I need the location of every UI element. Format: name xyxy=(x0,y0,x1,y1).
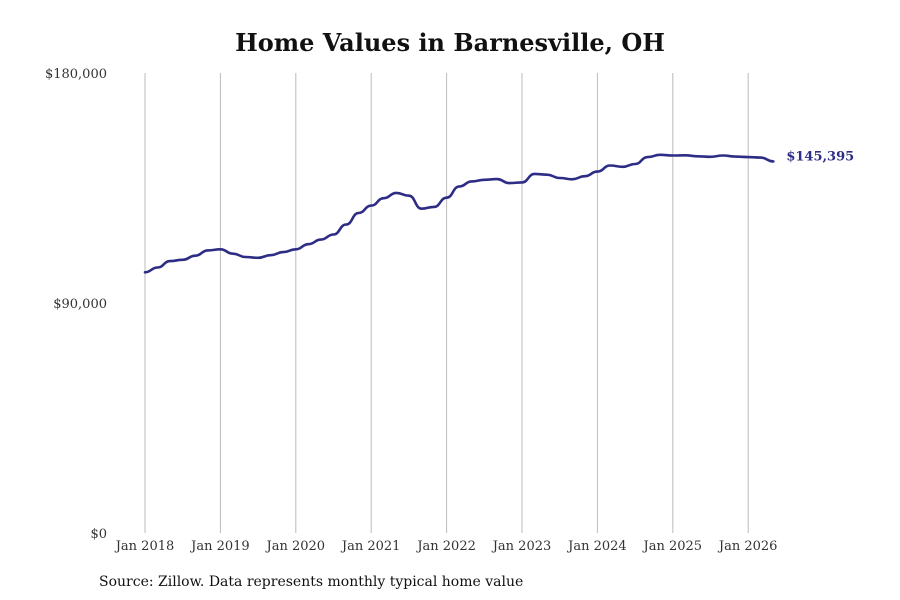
x-tick-label: Jan 2025 xyxy=(642,539,703,554)
x-tick-label: Jan 2020 xyxy=(265,539,326,554)
gridlines xyxy=(144,73,749,533)
source-note: Source: Zillow. Data represents monthly … xyxy=(99,574,524,590)
x-tick-label: Jan 2019 xyxy=(189,539,250,554)
x-tick-label: Jan 2024 xyxy=(566,539,627,554)
y-axis-ticks: $0 $90,000 $180,000 xyxy=(45,67,107,542)
x-tick-label: Jan 2023 xyxy=(491,539,552,554)
x-tick-label: Jan 2022 xyxy=(415,539,476,554)
y-tick-label: $180,000 xyxy=(45,67,107,82)
x-axis-ticks: Jan 2018 Jan 2019 Jan 2020 Jan 2021 Jan 2022… xyxy=(114,539,778,554)
x-tick-label: Jan 2026 xyxy=(717,539,778,554)
series-line-home-values xyxy=(143,153,775,274)
end-value-label: $145,395 xyxy=(786,149,854,164)
y-tick-label: $0 xyxy=(90,527,107,542)
chart-title: Home Values in Barnesville, OH xyxy=(235,28,665,57)
y-tick-label: $90,000 xyxy=(53,297,107,312)
x-tick-label: Jan 2021 xyxy=(340,539,401,554)
series-layer: $145,395 xyxy=(143,149,854,274)
x-tick-label: Jan 2018 xyxy=(114,539,175,554)
